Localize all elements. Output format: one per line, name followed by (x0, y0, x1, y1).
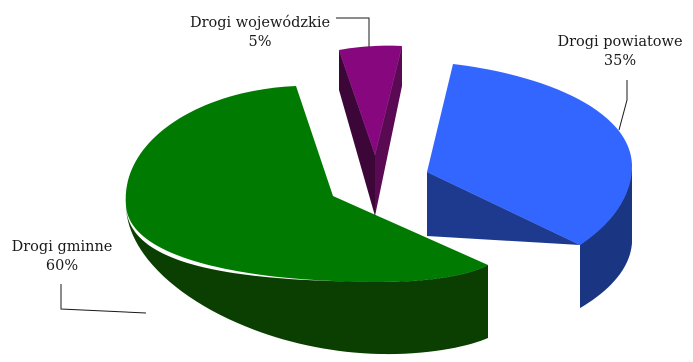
data-label-drogi-gminne: Drogi gminne 60% (2, 238, 122, 276)
value-label: 35% (603, 53, 637, 69)
leader-line-drogi-powiatowe (618, 80, 628, 131)
data-label-drogi-wojewodzkie: Drogi wojewódzkie 5% (180, 14, 340, 52)
slice-drogi-gminne-top (125, 86, 488, 282)
slice-drogi-wojewodzkie-side2 (375, 46, 402, 216)
slice-drogi-gminne (125, 86, 488, 355)
slice-drogi-powiatowe-side-front (580, 165, 632, 308)
leader-line-drogi-wojewodzkie (336, 17, 370, 47)
slice-drogi-wojewodzkie-side (339, 50, 375, 216)
slice-drogi-gminne-side (126, 206, 488, 355)
category-label: Drogi gminne (11, 239, 113, 255)
category-label: Drogi wojewódzkie (189, 15, 331, 31)
slice-drogi-powiatowe-top (427, 64, 632, 245)
leader-line-drogi-gminne (60, 284, 147, 314)
value-label: 5% (248, 34, 272, 50)
data-label-drogi-powiatowe: Drogi powiatowe 35% (550, 33, 690, 71)
category-label: Drogi powiatowe (557, 34, 683, 50)
slice-drogi-wojewodzkie-top (339, 45, 402, 155)
slice-drogi-wojewodzkie (339, 45, 402, 216)
value-label: 60% (45, 258, 79, 274)
slice-drogi-powiatowe (427, 64, 632, 308)
